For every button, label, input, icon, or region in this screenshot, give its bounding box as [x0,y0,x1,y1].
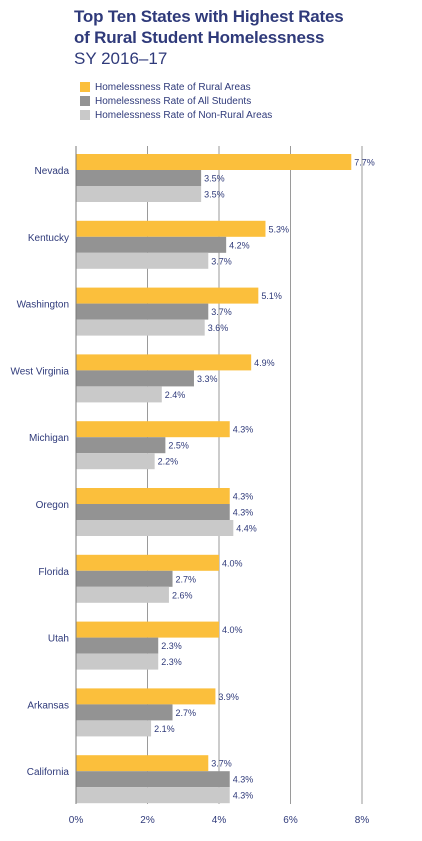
bar-michigan-series-0 [76,421,230,438]
data-label-oregon-series-0: 4.3% [233,492,254,502]
chart-title-line-2: of Rural Student Homelessness [74,28,325,47]
category-label-kentucky: Kentucky [28,233,69,244]
data-label-west-virginia-series-2: 2.4% [165,390,186,400]
x-tick-label-6: 6% [283,815,298,826]
bar-washington-series-0 [76,287,259,304]
data-label-kentucky-series-2: 3.7% [211,256,232,266]
legend-item-all-students: Homelessness Rate of All Students [80,94,272,108]
data-label-washington-series-2: 3.6% [208,323,229,333]
data-label-florida-series-2: 2.6% [172,590,193,600]
bar-oregon-series-1 [76,504,230,520]
chart-title-block: Top Ten States with Highest Rates of Rur… [74,6,344,69]
bar-california-series-2 [76,787,230,804]
bar-utah-series-1 [76,637,159,654]
chart-legend: Homelessness Rate of Rural Areas Homeles… [80,80,272,122]
bar-california-series-0 [76,755,209,772]
bar-kentucky-series-2 [76,252,209,269]
bar-washington-series-1 [76,303,209,320]
legend-swatch-rural [80,82,90,92]
data-label-west-virginia-series-0: 4.9% [254,358,275,368]
data-label-nevada-series-0: 7.7% [354,158,375,168]
bar-florida-series-1 [76,570,173,587]
data-label-arkansas-series-1: 2.7% [176,708,197,718]
data-label-oregon-series-1: 4.3% [233,508,254,518]
data-label-california-series-2: 4.3% [233,791,254,801]
data-label-michigan-series-0: 4.3% [233,425,254,435]
data-label-kentucky-series-1: 4.2% [229,240,250,250]
legend-label-all-students: Homelessness Rate of All Students [95,95,252,107]
bar-kentucky-series-0 [76,220,266,237]
x-tick-label-2: 2% [140,815,155,826]
data-label-michigan-series-2: 2.2% [158,457,179,467]
x-tick-label-0: 0% [69,815,84,826]
data-label-utah-series-0: 4.0% [222,625,243,635]
data-label-washington-series-0: 5.1% [261,291,282,301]
category-label-nevada: Nevada [35,166,70,177]
data-label-nevada-series-1: 3.5% [204,174,225,184]
bar-arkansas-series-0 [76,688,216,705]
bar-florida-series-0 [76,554,219,571]
category-label-florida: Florida [38,567,69,578]
data-label-oregon-series-2: 4.4% [236,524,257,534]
legend-label-rural: Homelessness Rate of Rural Areas [95,81,251,93]
bar-nevada-series-0 [76,154,352,170]
data-label-washington-series-1: 3.7% [211,307,232,317]
bar-arkansas-series-2 [76,720,152,737]
bar-arkansas-series-1 [76,704,173,721]
bar-west-virginia-series-1 [76,370,194,387]
bar-nevada-series-2 [76,186,202,202]
bar-oregon-series-0 [76,488,230,504]
data-label-utah-series-2: 2.3% [161,657,182,667]
bar-california-series-1 [76,771,230,788]
data-label-michigan-series-1: 2.5% [168,441,189,451]
data-label-utah-series-1: 2.3% [161,641,182,651]
bar-michigan-series-2 [76,453,155,470]
legend-swatch-non-rural [80,110,90,120]
category-label-washington: Washington [17,300,69,311]
data-label-california-series-1: 4.3% [233,775,254,785]
category-label-arkansas: Arkansas [27,700,69,711]
x-tick-label-4: 4% [212,815,227,826]
bar-kentucky-series-1 [76,236,227,253]
legend-item-rural: Homelessness Rate of Rural Areas [80,80,272,94]
data-label-arkansas-series-2: 2.1% [154,724,175,734]
bar-utah-series-2 [76,653,159,670]
data-label-florida-series-1: 2.7% [176,574,197,584]
bar-west-virginia-series-2 [76,386,162,403]
bar-utah-series-0 [76,621,219,638]
category-label-california: California [27,767,70,778]
x-tick-label-8: 8% [355,815,370,826]
legend-item-non-rural: Homelessness Rate of Non-Rural Areas [80,108,272,122]
category-label-michigan: Michigan [29,433,69,444]
data-label-kentucky-series-0: 5.3% [268,224,289,234]
chart-subtitle: SY 2016–17 [74,49,168,68]
legend-label-non-rural: Homelessness Rate of Non-Rural Areas [95,109,273,121]
bar-nevada-series-1 [76,170,202,186]
data-label-florida-series-0: 4.0% [222,558,243,568]
data-label-arkansas-series-0: 3.9% [218,692,239,702]
category-label-west-virginia: West Virginia [10,366,69,377]
legend-swatch-all-students [80,96,90,106]
bar-west-virginia-series-0 [76,354,252,371]
bar-florida-series-2 [76,586,169,603]
data-label-west-virginia-series-1: 3.3% [197,374,218,384]
category-label-oregon: Oregon [36,500,69,511]
bar-michigan-series-1 [76,437,166,454]
data-label-nevada-series-2: 3.5% [204,190,225,200]
category-label-utah: Utah [48,634,69,645]
chart-title-line-1: Top Ten States with Highest Rates [74,7,344,26]
bar-oregon-series-2 [76,520,234,536]
data-label-california-series-0: 3.7% [211,759,232,769]
bar-washington-series-2 [76,319,205,336]
